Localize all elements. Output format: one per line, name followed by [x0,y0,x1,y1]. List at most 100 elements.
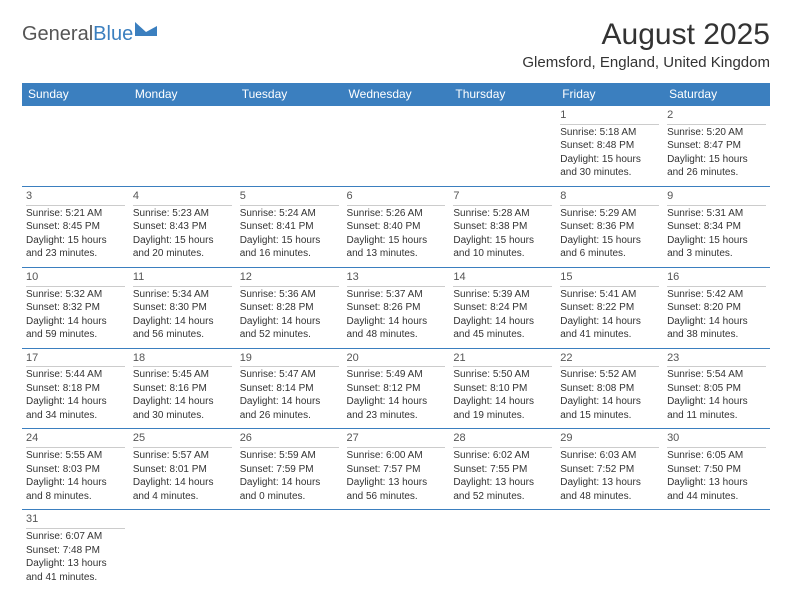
daylight-line: Daylight: 15 hours and 16 minutes. [240,234,339,261]
calendar-cell: 10Sunrise: 5:32 AMSunset: 8:32 PMDayligh… [22,267,129,348]
calendar-cell: 8Sunrise: 5:29 AMSunset: 8:36 PMDaylight… [556,186,663,267]
day-number: 4 [133,189,232,206]
sunrise-line: Sunrise: 6:07 AM [26,530,125,544]
sunrise-line: Sunrise: 5:34 AM [133,288,232,302]
calendar-cell: 24Sunrise: 5:55 AMSunset: 8:03 PMDayligh… [22,429,129,510]
daylight-line: Daylight: 14 hours and 41 minutes. [560,315,659,342]
sunset-line: Sunset: 8:40 PM [347,220,446,234]
sunset-line: Sunset: 8:28 PM [240,301,339,315]
sunrise-line: Sunrise: 5:37 AM [347,288,446,302]
day-number: 12 [240,270,339,287]
logo-text-blue: Blue [93,23,133,46]
calendar-cell: 18Sunrise: 5:45 AMSunset: 8:16 PMDayligh… [129,348,236,429]
sunset-line: Sunset: 8:47 PM [667,139,766,153]
daylight-line: Daylight: 14 hours and 38 minutes. [667,315,766,342]
daylight-line: Daylight: 14 hours and 45 minutes. [453,315,552,342]
sunset-line: Sunset: 8:43 PM [133,220,232,234]
day-number: 7 [453,189,552,206]
weekday-header: Tuesday [236,83,343,106]
daylight-line: Daylight: 14 hours and 8 minutes. [26,476,125,503]
calendar-cell [343,106,450,187]
sunset-line: Sunset: 8:38 PM [453,220,552,234]
day-number: 27 [347,431,446,448]
sunset-line: Sunset: 8:41 PM [240,220,339,234]
sunset-line: Sunset: 8:48 PM [560,139,659,153]
day-number: 20 [347,351,446,368]
calendar-cell: 15Sunrise: 5:41 AMSunset: 8:22 PMDayligh… [556,267,663,348]
sunset-line: Sunset: 8:45 PM [26,220,125,234]
day-number: 22 [560,351,659,368]
sunrise-line: Sunrise: 5:49 AM [347,368,446,382]
calendar-header-row: SundayMondayTuesdayWednesdayThursdayFrid… [22,83,770,106]
day-number: 13 [347,270,446,287]
calendar-cell: 23Sunrise: 5:54 AMSunset: 8:05 PMDayligh… [663,348,770,429]
sunset-line: Sunset: 8:01 PM [133,463,232,477]
calendar-row: 10Sunrise: 5:32 AMSunset: 8:32 PMDayligh… [22,267,770,348]
calendar-cell: 3Sunrise: 5:21 AMSunset: 8:45 PMDaylight… [22,186,129,267]
day-number: 21 [453,351,552,368]
sunrise-line: Sunrise: 5:54 AM [667,368,766,382]
sunset-line: Sunset: 7:55 PM [453,463,552,477]
calendar-cell: 9Sunrise: 5:31 AMSunset: 8:34 PMDaylight… [663,186,770,267]
day-number: 28 [453,431,552,448]
title-block: August 2025 Glemsford, England, United K… [522,18,770,71]
day-number: 26 [240,431,339,448]
daylight-line: Daylight: 15 hours and 6 minutes. [560,234,659,261]
logo-text-general: General [22,23,93,46]
day-number: 18 [133,351,232,368]
daylight-line: Daylight: 13 hours and 48 minutes. [560,476,659,503]
day-number: 17 [26,351,125,368]
daylight-line: Daylight: 15 hours and 10 minutes. [453,234,552,261]
logo: GeneralBlue [22,22,157,47]
sunrise-line: Sunrise: 5:59 AM [240,449,339,463]
sunset-line: Sunset: 8:20 PM [667,301,766,315]
daylight-line: Daylight: 14 hours and 30 minutes. [133,395,232,422]
sunrise-line: Sunrise: 5:50 AM [453,368,552,382]
daylight-line: Daylight: 14 hours and 15 minutes. [560,395,659,422]
daylight-line: Daylight: 15 hours and 20 minutes. [133,234,232,261]
calendar-cell [129,106,236,187]
sunset-line: Sunset: 8:30 PM [133,301,232,315]
calendar-cell: 29Sunrise: 6:03 AMSunset: 7:52 PMDayligh… [556,429,663,510]
sunrise-line: Sunrise: 5:39 AM [453,288,552,302]
sunset-line: Sunset: 8:24 PM [453,301,552,315]
sunrise-line: Sunrise: 5:47 AM [240,368,339,382]
calendar-cell: 11Sunrise: 5:34 AMSunset: 8:30 PMDayligh… [129,267,236,348]
daylight-line: Daylight: 13 hours and 44 minutes. [667,476,766,503]
sunrise-line: Sunrise: 5:20 AM [667,126,766,140]
sunrise-line: Sunrise: 5:52 AM [560,368,659,382]
calendar-cell: 17Sunrise: 5:44 AMSunset: 8:18 PMDayligh… [22,348,129,429]
flag-icon [135,22,157,41]
sunset-line: Sunset: 7:50 PM [667,463,766,477]
sunrise-line: Sunrise: 5:18 AM [560,126,659,140]
daylight-line: Daylight: 14 hours and 52 minutes. [240,315,339,342]
day-number: 24 [26,431,125,448]
day-number: 6 [347,189,446,206]
calendar-row: 31Sunrise: 6:07 AMSunset: 7:48 PMDayligh… [22,510,770,590]
calendar-row: 24Sunrise: 5:55 AMSunset: 8:03 PMDayligh… [22,429,770,510]
sunset-line: Sunset: 8:22 PM [560,301,659,315]
sunrise-line: Sunrise: 5:41 AM [560,288,659,302]
sunrise-line: Sunrise: 5:26 AM [347,207,446,221]
weekday-header: Thursday [449,83,556,106]
sunrise-line: Sunrise: 5:57 AM [133,449,232,463]
sunset-line: Sunset: 7:57 PM [347,463,446,477]
daylight-line: Daylight: 15 hours and 13 minutes. [347,234,446,261]
daylight-line: Daylight: 13 hours and 56 minutes. [347,476,446,503]
sunrise-line: Sunrise: 5:28 AM [453,207,552,221]
month-title: August 2025 [522,18,770,52]
weekday-header: Friday [556,83,663,106]
daylight-line: Daylight: 13 hours and 52 minutes. [453,476,552,503]
calendar-cell: 4Sunrise: 5:23 AMSunset: 8:43 PMDaylight… [129,186,236,267]
calendar-cell: 22Sunrise: 5:52 AMSunset: 8:08 PMDayligh… [556,348,663,429]
weekday-header: Sunday [22,83,129,106]
sunset-line: Sunset: 8:34 PM [667,220,766,234]
calendar-cell: 30Sunrise: 6:05 AMSunset: 7:50 PMDayligh… [663,429,770,510]
sunrise-line: Sunrise: 5:29 AM [560,207,659,221]
header: GeneralBlue August 2025 Glemsford, Engla… [22,18,770,71]
sunrise-line: Sunrise: 5:32 AM [26,288,125,302]
sunset-line: Sunset: 7:48 PM [26,544,125,558]
day-number: 5 [240,189,339,206]
sunset-line: Sunset: 8:36 PM [560,220,659,234]
calendar-cell [449,510,556,590]
